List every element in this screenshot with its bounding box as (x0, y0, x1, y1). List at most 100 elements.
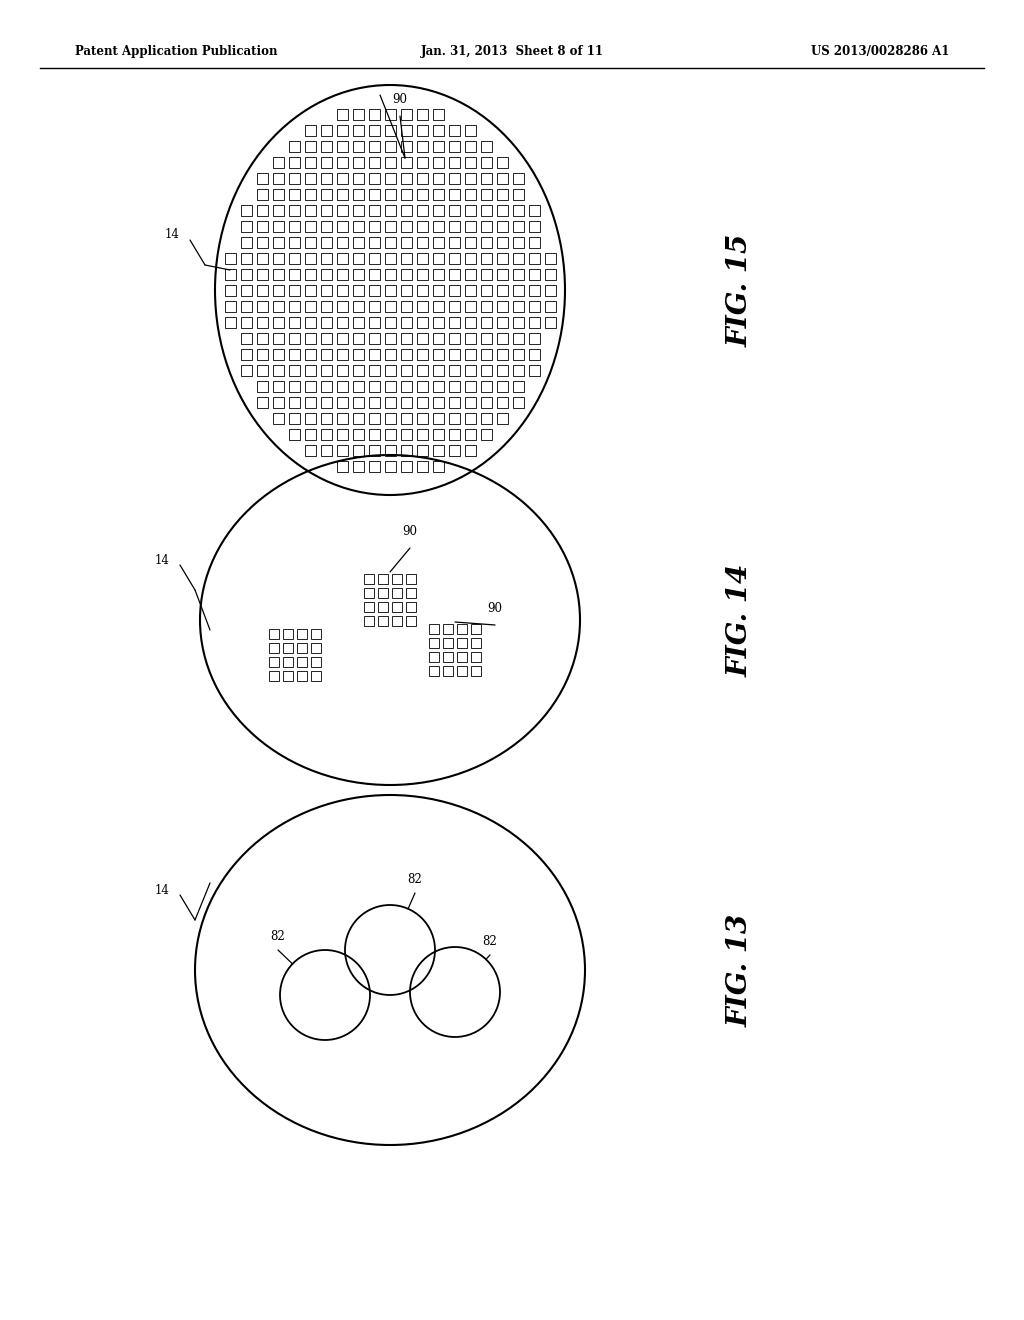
Bar (311, 643, 321, 653)
Bar (289, 380, 299, 392)
Bar (352, 252, 364, 264)
Bar (304, 189, 315, 199)
Bar (417, 333, 427, 343)
Bar (417, 189, 427, 199)
Bar (392, 602, 402, 612)
Bar (337, 189, 347, 199)
Bar (384, 333, 395, 343)
Bar (337, 412, 347, 424)
Bar (432, 140, 443, 152)
Bar (432, 445, 443, 455)
Bar (480, 189, 492, 199)
Bar (369, 189, 380, 199)
Bar (449, 205, 460, 215)
Bar (497, 333, 508, 343)
Bar (369, 333, 380, 343)
Bar (443, 624, 453, 634)
Bar (400, 364, 412, 375)
Bar (283, 657, 293, 667)
Bar (417, 380, 427, 392)
Bar (352, 124, 364, 136)
Bar (528, 348, 540, 359)
Text: 82: 82 (408, 873, 422, 886)
Bar (256, 396, 267, 408)
Text: US 2013/0028286 A1: US 2013/0028286 A1 (811, 45, 949, 58)
Bar (512, 189, 523, 199)
Bar (241, 348, 252, 359)
Bar (337, 429, 347, 440)
Bar (384, 173, 395, 183)
Bar (384, 396, 395, 408)
Bar (480, 301, 492, 312)
Bar (289, 252, 299, 264)
Bar (311, 657, 321, 667)
Bar (400, 268, 412, 280)
Bar (224, 301, 236, 312)
Bar (449, 445, 460, 455)
Bar (304, 236, 315, 248)
Bar (289, 396, 299, 408)
Bar (417, 285, 427, 296)
Bar (224, 252, 236, 264)
Bar (400, 189, 412, 199)
Bar (337, 445, 347, 455)
Bar (512, 380, 523, 392)
Text: FIG. 15: FIG. 15 (726, 234, 754, 347)
Bar (241, 317, 252, 327)
Bar (384, 220, 395, 231)
Bar (417, 348, 427, 359)
Bar (465, 173, 475, 183)
Bar (512, 173, 523, 183)
Bar (465, 317, 475, 327)
Bar (321, 140, 332, 152)
Bar (429, 638, 439, 648)
Bar (512, 205, 523, 215)
Bar (321, 124, 332, 136)
Bar (384, 268, 395, 280)
Bar (528, 236, 540, 248)
Bar (400, 108, 412, 120)
Bar (256, 348, 267, 359)
Bar (297, 643, 307, 653)
Bar (528, 205, 540, 215)
Bar (480, 348, 492, 359)
Bar (528, 364, 540, 375)
Bar (528, 301, 540, 312)
Bar (297, 657, 307, 667)
Bar (465, 140, 475, 152)
Bar (304, 380, 315, 392)
Bar (480, 364, 492, 375)
Bar (465, 157, 475, 168)
Bar (545, 317, 555, 327)
Bar (289, 317, 299, 327)
Bar (512, 301, 523, 312)
Bar (480, 396, 492, 408)
Bar (304, 412, 315, 424)
Bar (400, 236, 412, 248)
Bar (272, 205, 284, 215)
Bar (384, 461, 395, 471)
Bar (497, 364, 508, 375)
Bar (369, 445, 380, 455)
Bar (512, 285, 523, 296)
Bar (321, 380, 332, 392)
Bar (480, 380, 492, 392)
Bar (400, 220, 412, 231)
Bar (465, 333, 475, 343)
Bar (384, 285, 395, 296)
Bar (432, 364, 443, 375)
Bar (384, 317, 395, 327)
Bar (497, 252, 508, 264)
Bar (256, 380, 267, 392)
Bar (432, 333, 443, 343)
Bar (289, 301, 299, 312)
Bar (432, 252, 443, 264)
Bar (241, 301, 252, 312)
Bar (337, 108, 347, 120)
Bar (432, 317, 443, 327)
Bar (384, 412, 395, 424)
Bar (337, 333, 347, 343)
Bar (384, 380, 395, 392)
Bar (432, 429, 443, 440)
Bar (241, 236, 252, 248)
